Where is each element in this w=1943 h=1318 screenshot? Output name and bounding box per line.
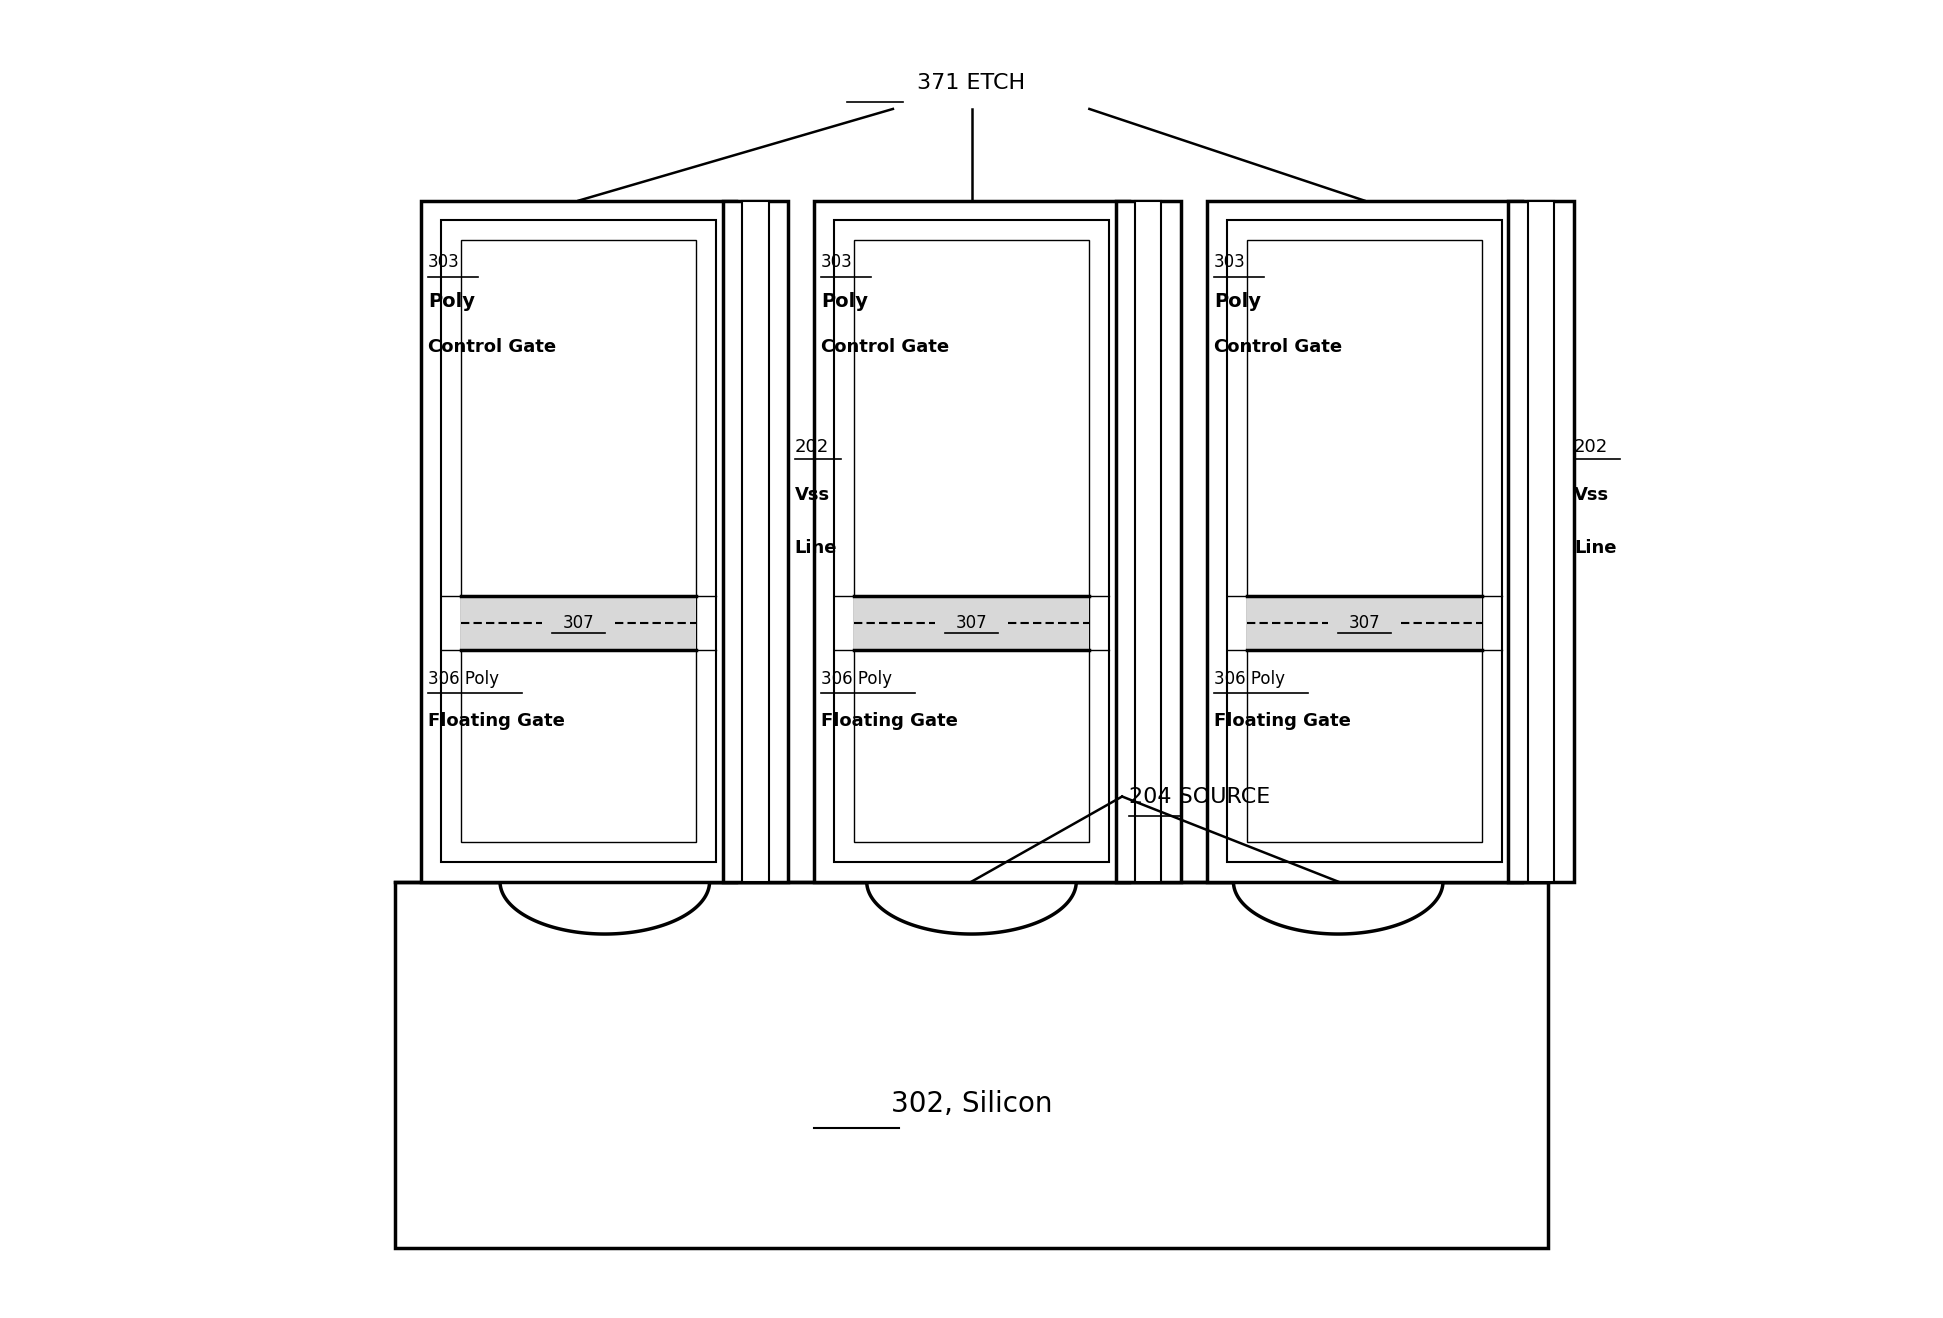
Text: Poly: Poly [820, 293, 869, 311]
Text: 204 SOURCE: 204 SOURCE [1129, 787, 1271, 807]
Bar [1226, 220, 1502, 862]
Text: 306 Poly: 306 Poly [820, 670, 892, 688]
Polygon shape [499, 882, 709, 934]
Bar [441, 220, 717, 862]
Text: Control Gate: Control Gate [427, 339, 556, 356]
Bar [1508, 200, 1574, 882]
Text: Line: Line [1574, 539, 1617, 556]
Text: Poly: Poly [1214, 293, 1261, 311]
Text: Vss: Vss [1574, 486, 1609, 505]
Bar [394, 882, 1549, 1248]
Polygon shape [1234, 882, 1444, 934]
Text: Floating Gate: Floating Gate [1214, 712, 1350, 730]
Text: 303: 303 [1214, 253, 1245, 272]
Bar [422, 200, 736, 882]
Text: 302, Silicon: 302, Silicon [890, 1090, 1053, 1118]
Text: 306 Poly: 306 Poly [427, 670, 499, 688]
Text: Floating Gate: Floating Gate [820, 712, 958, 730]
Bar [1247, 240, 1483, 842]
Text: Poly: Poly [427, 293, 474, 311]
Text: 307: 307 [956, 614, 987, 631]
Text: Line: Line [795, 539, 837, 556]
Bar [723, 200, 789, 882]
Text: 303: 303 [427, 253, 460, 272]
Bar [1135, 200, 1162, 882]
Text: Floating Gate: Floating Gate [427, 712, 565, 730]
Bar [460, 596, 696, 650]
Bar [853, 596, 1090, 650]
Bar [460, 240, 696, 842]
Text: 303: 303 [820, 253, 853, 272]
Text: 307: 307 [1348, 614, 1380, 631]
Bar [1115, 200, 1181, 882]
Bar [853, 240, 1090, 842]
Text: Control Gate: Control Gate [1214, 339, 1343, 356]
Bar [1207, 200, 1521, 882]
Text: 307: 307 [563, 614, 595, 631]
Bar [742, 200, 769, 882]
Polygon shape [867, 882, 1076, 934]
Bar [1247, 596, 1483, 650]
Text: 202: 202 [1574, 438, 1609, 456]
Text: 371 ETCH: 371 ETCH [917, 72, 1026, 92]
Bar [834, 220, 1109, 862]
Text: Vss: Vss [795, 486, 830, 505]
Text: 202: 202 [795, 438, 830, 456]
Bar [1527, 200, 1554, 882]
Bar [814, 200, 1129, 882]
Text: 306 Poly: 306 Poly [1214, 670, 1284, 688]
Text: Control Gate: Control Gate [820, 339, 948, 356]
